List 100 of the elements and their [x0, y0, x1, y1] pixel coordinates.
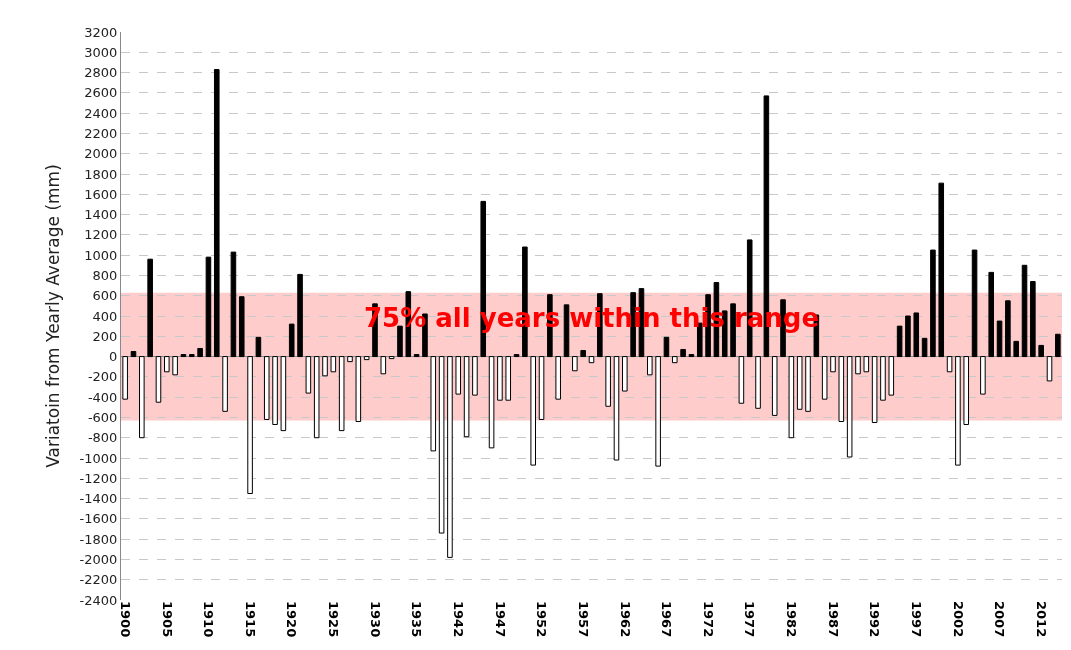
- x-tick-label: 1972: [700, 601, 716, 638]
- y-tick-label: 3200: [84, 24, 118, 40]
- y-tick-label: 1200: [84, 227, 118, 243]
- bar: [613, 356, 620, 461]
- bar: [488, 356, 495, 449]
- y-tick-label: -2400: [79, 592, 118, 608]
- bar: [688, 354, 695, 358]
- bar: [888, 356, 895, 396]
- y-tick-label: 2200: [84, 125, 118, 141]
- y-tick-label: 2400: [84, 105, 118, 121]
- bar: [155, 356, 162, 403]
- bar: [530, 356, 536, 466]
- bar: [1038, 344, 1044, 358]
- y-tick-label: -600: [87, 409, 118, 425]
- bar: [905, 315, 911, 358]
- bar: [805, 356, 811, 412]
- bar: [738, 356, 745, 404]
- x-tick-label: 1992: [867, 601, 883, 638]
- y-tick-label: 400: [92, 308, 118, 324]
- bar: [771, 356, 778, 416]
- x-tick-label: 1997: [909, 601, 925, 638]
- y-tick-label: -200: [87, 369, 118, 385]
- x-tick-label: 2002: [950, 601, 966, 638]
- bar: [838, 356, 845, 422]
- bar: [164, 356, 170, 373]
- x-tick-label: 1910: [201, 601, 217, 638]
- bar: [963, 356, 970, 426]
- x-tick-label: 1900: [117, 601, 133, 638]
- bar: [647, 356, 653, 376]
- bar: [430, 356, 437, 452]
- x-tick-label: 1987: [825, 601, 841, 638]
- bar: [313, 356, 320, 439]
- bar: [288, 323, 295, 358]
- x-tick-label: 1920: [284, 601, 300, 638]
- y-tick-label: 0: [109, 349, 118, 365]
- bar: [996, 320, 1003, 358]
- bar: [330, 356, 337, 373]
- bar: [197, 347, 203, 358]
- bar: [755, 356, 761, 409]
- bar: [180, 354, 187, 358]
- bar: [347, 356, 353, 363]
- bar: [863, 356, 870, 373]
- x-tick-label: 1982: [784, 601, 800, 638]
- bar: [1046, 356, 1053, 382]
- bar: [1005, 300, 1011, 358]
- bar: [971, 249, 978, 358]
- bar: [463, 356, 470, 438]
- bar: [830, 356, 836, 373]
- x-tick-label: 1947: [492, 601, 508, 638]
- x-tick-label: 1925: [326, 601, 342, 638]
- x-tick-label: 2012: [1033, 601, 1049, 638]
- bar: [655, 356, 661, 467]
- y-tick-label: -800: [87, 430, 118, 446]
- bar: [955, 356, 961, 466]
- bar: [355, 356, 362, 422]
- bar: [938, 182, 945, 358]
- bar: [513, 354, 520, 358]
- bar: [580, 349, 586, 358]
- bar: [238, 296, 245, 358]
- bar: [338, 356, 345, 432]
- x-tick-label: 2007: [992, 601, 1008, 638]
- bar: [305, 356, 312, 394]
- bar: [588, 356, 595, 364]
- bar: [413, 354, 420, 358]
- y-tick-label: 600: [92, 288, 118, 304]
- x-tick-label: 1952: [534, 601, 550, 638]
- bar: [680, 348, 686, 358]
- bar: [255, 336, 262, 358]
- bar: [222, 356, 228, 412]
- x-tick-label: 1930: [367, 601, 383, 638]
- bar: [397, 325, 403, 358]
- x-tick-label: 1962: [617, 601, 633, 638]
- bar: [855, 356, 861, 375]
- bar: [871, 356, 878, 423]
- bar: [1013, 340, 1019, 358]
- bar: [263, 356, 270, 420]
- bar: [1030, 281, 1036, 358]
- bar: [139, 356, 145, 439]
- bar: [930, 249, 936, 358]
- bar: [147, 258, 153, 358]
- bar: [505, 356, 512, 401]
- bar: [913, 312, 920, 358]
- bar: [921, 337, 928, 358]
- bar: [555, 356, 561, 400]
- y-tick-label: 200: [92, 328, 118, 344]
- y-tick-label: 1600: [84, 186, 118, 202]
- y-tick-label: -1400: [79, 491, 118, 507]
- bar: [272, 356, 278, 426]
- bar: [988, 271, 995, 358]
- x-tick-label: 1905: [159, 601, 175, 638]
- y-tick-label: 2600: [84, 85, 118, 101]
- bar: [213, 69, 220, 358]
- bar: [230, 251, 237, 358]
- bar: [788, 356, 795, 439]
- bar: [380, 356, 387, 375]
- y-axis-title: Variatoin from Yearly Average (mm): [43, 164, 64, 468]
- y-tick-label: -2000: [79, 551, 118, 567]
- bar: [447, 356, 453, 558]
- bar: [572, 356, 578, 372]
- bar: [497, 356, 503, 401]
